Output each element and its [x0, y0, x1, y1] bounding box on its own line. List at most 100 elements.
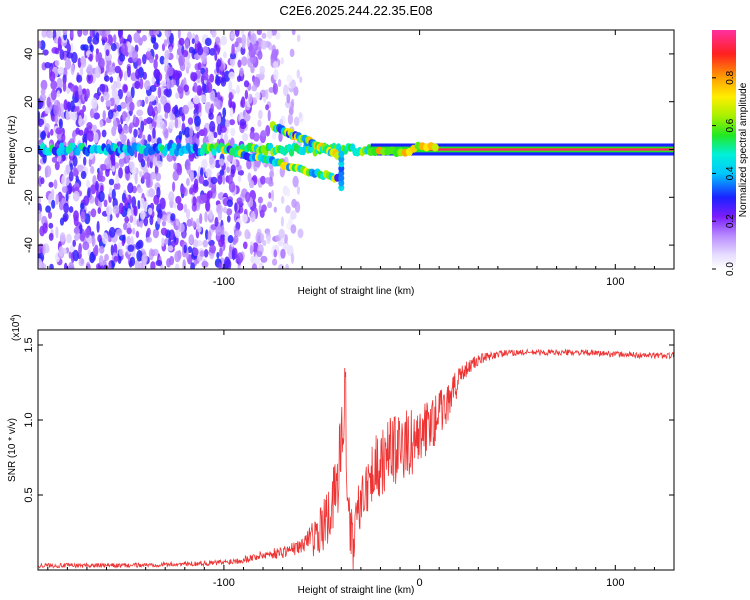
noise-speckle — [271, 189, 274, 202]
noise-speckle — [293, 86, 299, 96]
noise-speckle — [267, 201, 273, 209]
streak-blob — [338, 174, 345, 182]
noise-speckle — [137, 200, 141, 210]
noise-speckle — [231, 43, 235, 56]
noise-speckle — [203, 249, 209, 258]
noise-speckle — [92, 247, 98, 255]
noise-speckle — [57, 66, 63, 74]
noise-speckle — [155, 53, 159, 61]
streak-blob — [338, 155, 345, 163]
noise-speckle — [267, 30, 273, 39]
noise-speckle — [149, 30, 154, 37]
noise-speckle — [66, 43, 70, 51]
noise-speckle — [222, 175, 226, 185]
noise-speckle — [136, 250, 143, 262]
noise-speckle — [178, 87, 184, 99]
noise-speckle — [150, 171, 157, 180]
noise-speckle — [113, 119, 118, 131]
noise-speckle — [228, 71, 236, 80]
noise-speckle — [190, 72, 198, 82]
noise-speckle — [232, 247, 238, 260]
noise-speckle — [272, 258, 278, 266]
noise-speckle — [80, 211, 86, 223]
noise-speckle — [56, 77, 63, 90]
noise-speckle — [147, 51, 151, 61]
noise-speckle — [114, 95, 120, 106]
noise-speckle — [185, 208, 191, 220]
noise-speckle — [168, 121, 175, 130]
noise-speckle — [48, 232, 54, 241]
noise-speckle — [107, 211, 111, 223]
noise-speckle — [76, 105, 80, 114]
noise-speckle — [79, 64, 84, 77]
noise-speckle — [262, 240, 267, 246]
noise-speckle — [51, 156, 58, 163]
noise-speckle — [289, 48, 295, 58]
noise-speckle — [57, 36, 62, 49]
noise-speckle — [252, 263, 257, 269]
noise-speckle — [118, 167, 123, 179]
colorbar-label: Normalized spectral amplitude — [738, 82, 749, 217]
noise-speckle — [84, 227, 90, 239]
noise-speckle — [66, 52, 74, 59]
noise-speckle — [146, 156, 150, 168]
noise-speckle — [173, 162, 178, 171]
noise-speckle — [105, 205, 113, 216]
snr-x-axis: -100 0 100 — [47, 330, 675, 589]
noise-speckle — [184, 37, 190, 49]
noise-speckle — [97, 207, 102, 215]
noise-speckle — [55, 226, 59, 239]
noise-speckle — [131, 50, 139, 63]
snr-x-label: Height of straight line (km) — [298, 585, 415, 596]
noise-speckle — [61, 197, 66, 206]
noise-speckle — [237, 59, 242, 68]
noise-speckle — [151, 76, 155, 85]
noise-speckle — [124, 197, 128, 209]
noise-speckle — [128, 260, 133, 268]
noise-speckle — [70, 83, 76, 92]
noise-speckle — [177, 202, 184, 211]
noise-speckle — [260, 40, 267, 50]
noise-speckle — [207, 230, 212, 242]
noise-speckle — [89, 44, 94, 53]
noise-speckle — [96, 220, 100, 233]
noise-speckle — [113, 255, 119, 262]
noise-speckle — [149, 215, 154, 226]
noise-speckle — [187, 246, 193, 254]
noise-speckle — [80, 55, 87, 65]
noise-speckle — [156, 186, 161, 199]
noise-speckle — [126, 227, 132, 235]
noise-speckle — [155, 160, 163, 168]
noise-speckle — [152, 228, 159, 239]
noise-speckle — [187, 101, 194, 110]
y-tick-label: 20 — [23, 96, 35, 108]
noise-speckle — [168, 80, 175, 88]
noise-speckle — [40, 131, 46, 141]
noise-speckle — [141, 253, 148, 264]
noise-speckle — [186, 62, 191, 69]
noise-speckle — [103, 264, 109, 269]
noise-speckle — [280, 195, 285, 204]
noise-speckle — [72, 155, 78, 167]
noise-speckle — [78, 114, 82, 127]
noise-speckle — [141, 34, 147, 42]
noise-speckle — [155, 259, 163, 267]
noise-speckle — [65, 192, 69, 202]
noise-speckle — [90, 208, 97, 218]
noise-speckle — [242, 133, 249, 142]
noise-speckle — [111, 165, 116, 173]
noise-speckle — [91, 97, 98, 109]
noise-speckle — [86, 237, 93, 244]
noise-speckle — [217, 115, 222, 125]
noise-speckle — [116, 228, 123, 237]
noise-speckle — [99, 119, 104, 128]
spectrogram-x-label: Height of straight line (km) — [298, 286, 415, 297]
noise-speckle — [97, 234, 102, 243]
noise-speckle — [61, 185, 68, 193]
noise-speckle — [74, 233, 80, 241]
noise-speckle — [177, 30, 181, 39]
colorbar-tick-label: 0.8 — [725, 70, 736, 84]
noise-speckle — [228, 80, 233, 92]
noise-speckle — [190, 262, 195, 269]
noise-speckle — [137, 187, 143, 194]
